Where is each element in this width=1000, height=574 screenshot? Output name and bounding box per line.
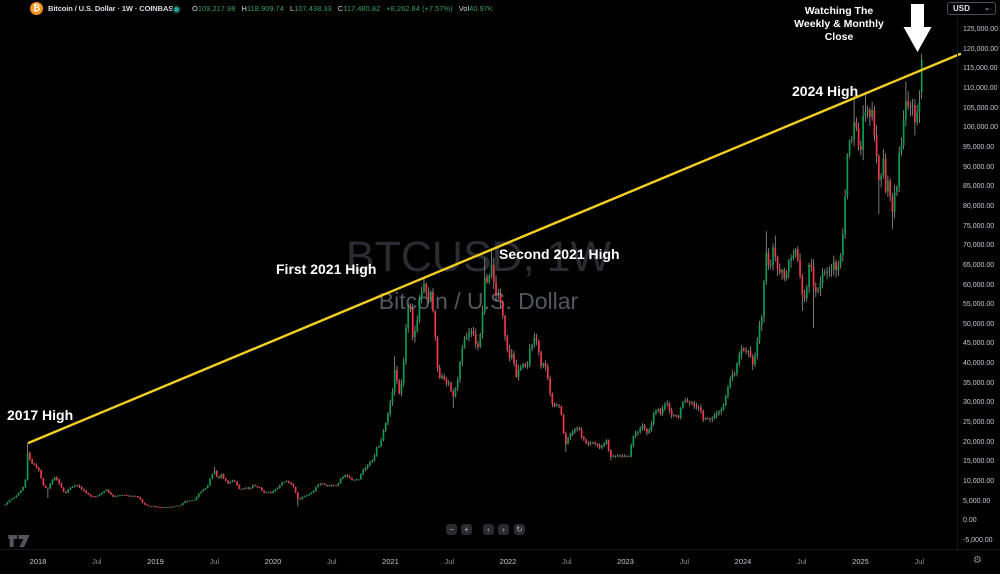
down-arrow-drawing[interactable]	[903, 4, 932, 52]
market-status-dot[interactable]	[172, 5, 181, 14]
time-tick-year: 2019	[147, 557, 164, 566]
ohlc-readout: O109,217.98 H118,909.74 L107,438.33 C117…	[188, 0, 493, 18]
time-tick-month: Jul	[444, 557, 455, 566]
label-2024-high[interactable]: 2024 High	[792, 83, 859, 99]
volume-value: 40.97K	[469, 4, 493, 13]
price-tick-label: 10,000.00	[963, 478, 995, 486]
open-value: 109,217.98	[197, 4, 236, 13]
time-tick-year: 2021	[382, 557, 399, 566]
price-tick-label: 60,000.00	[963, 281, 995, 289]
price-tick-label: 125,000.00	[963, 26, 999, 33]
price-tick-label: 120,000.00	[963, 45, 999, 53]
zoom-in-button[interactable]: +	[461, 524, 472, 535]
time-tick-month: Jul	[326, 557, 337, 566]
currency-dropdown[interactable]: USD ⌄	[947, 2, 996, 15]
price-tick-label: 40,000.00	[963, 360, 995, 368]
callout-line2: Weekly & Monthly Close	[794, 18, 884, 43]
candle-wicks	[4, 53, 923, 508]
price-tick-label: 90,000.00	[963, 163, 995, 171]
price-tick-label: 30,000.00	[963, 399, 995, 407]
label-first-2021-high[interactable]: First 2021 High	[276, 261, 377, 277]
time-tick-month: Jul	[796, 557, 807, 566]
currency-dropdown-label: USD	[953, 4, 970, 13]
price-tick-label: 20,000.00	[963, 438, 995, 446]
tradingview-logo[interactable]	[7, 532, 31, 555]
close-value: 117,480.82	[343, 4, 381, 13]
time-tick-year: 2024	[734, 557, 752, 566]
bitcoin-icon: ₿	[30, 2, 43, 15]
low-label: L	[289, 4, 295, 13]
time-tick-year: 2022	[499, 557, 517, 566]
scroll-left-button[interactable]: ‹	[483, 524, 494, 535]
price-tick-label: 0.00	[963, 517, 977, 525]
gear-icon[interactable]: ⚙	[973, 555, 982, 566]
scroll-right-button[interactable]: ›	[498, 524, 509, 535]
price-tick-label: 55,000.00	[963, 301, 995, 309]
price-tick-label: 70,000.00	[963, 242, 995, 250]
close-label: C	[337, 4, 344, 13]
time-tick-year: 2018	[29, 557, 47, 566]
price-tick-label: 50,000.00	[963, 320, 995, 328]
price-tick-label: 85,000.00	[963, 183, 995, 191]
reset-chart-button[interactable]: ↻	[514, 524, 525, 535]
chart-header: ₿ Bitcoin / U.S. Dollar · 1W · COINBASE …	[0, 0, 1000, 18]
time-tick-month: Jul	[914, 557, 925, 566]
label-2017-high[interactable]: 2017 High	[7, 407, 74, 423]
open-label: O	[192, 4, 198, 13]
price-tick-label: 100,000.00	[963, 124, 999, 132]
price-tick-label: 110,000.00	[963, 84, 998, 92]
time-tick-month: Jul	[679, 557, 690, 566]
price-tick-label: 95,000.00	[963, 143, 995, 151]
price-tick-label: 75,000.00	[963, 222, 995, 230]
callout-note[interactable]: Watching The Weekly & Monthly Close	[781, 5, 897, 44]
price-tick-label: 105,000.00	[963, 104, 999, 112]
chevron-down-icon: ⌄	[984, 4, 990, 12]
time-tick-month: Jul	[561, 557, 572, 566]
callout-line1: Watching The	[804, 5, 874, 17]
price-tick-label: 35,000.00	[963, 379, 995, 387]
time-tick-year: 2023	[617, 557, 634, 566]
candle-bodies	[4, 59, 923, 509]
time-axis[interactable]: ⚙ 2018 Jul 2019 Jul 2020 Jul 2021 Jul 2022 Jul 202…	[0, 549, 1000, 574]
price-tick-label: 80,000.00	[963, 202, 995, 210]
price-tick-label: 115,000.00	[963, 65, 998, 73]
time-tick-year: 2025	[852, 557, 869, 566]
label-second-2021-high[interactable]: Second 2021 High	[499, 246, 620, 262]
trendline-drawing[interactable]	[27, 52, 962, 445]
price-tick-label: 25,000.00	[963, 419, 995, 427]
zoom-out-button[interactable]: −	[446, 524, 457, 535]
high-value: 118,909.74	[246, 4, 284, 13]
change-value: +8,262.84 (+7.57%)	[386, 4, 453, 13]
low-value: 107,438.33	[294, 4, 332, 13]
high-label: H	[241, 4, 247, 13]
price-axis[interactable]: 125,000.00 120,000.00 115,000.00 110,000.00…	[957, 18, 1000, 549]
symbol-title[interactable]: Bitcoin / U.S. Dollar · 1W · COINBASE	[48, 4, 179, 13]
price-tick-label: 5,000.00	[963, 497, 991, 505]
price-tick-label: -5,000.00	[963, 537, 993, 544]
time-tick-month: Jul	[91, 557, 102, 566]
price-tick-label: 15,000.00	[963, 458, 995, 466]
time-tick-year: 2020	[264, 557, 282, 566]
price-tick-label: 65,000.00	[963, 261, 995, 269]
time-tick-month: Jul	[209, 557, 220, 566]
volume-label: Vol	[458, 4, 470, 13]
price-tick-label: 45,000.00	[963, 340, 995, 348]
